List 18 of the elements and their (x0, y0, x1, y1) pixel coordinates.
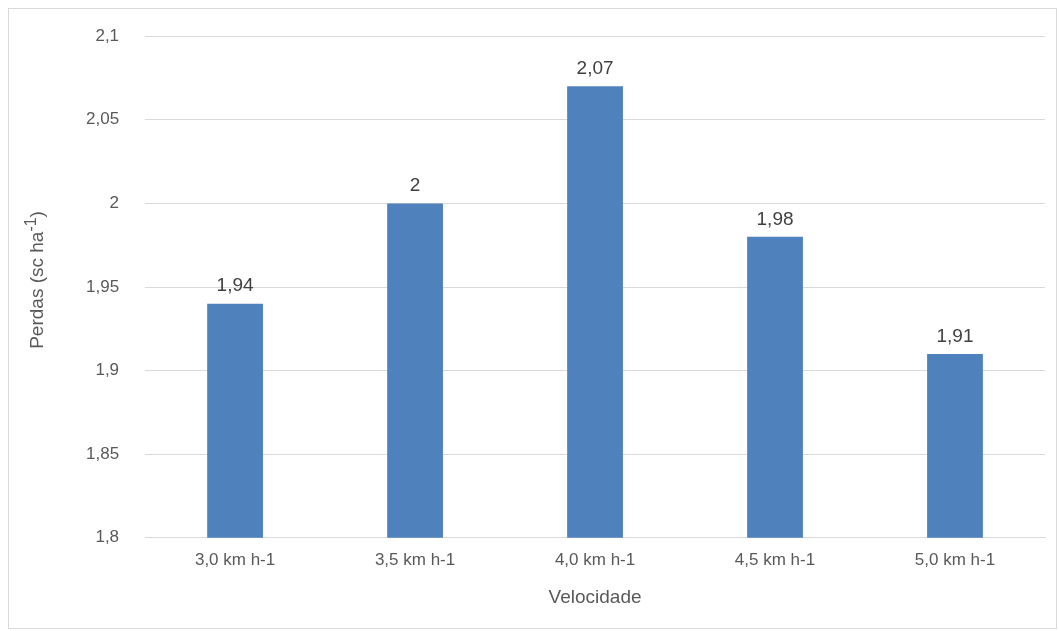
x-tick-label: 3,0 km h-1 (194, 549, 276, 569)
data-label: 2 (409, 174, 421, 196)
x-tick-label: 4,0 km h-1 (554, 549, 636, 569)
y-tick-label: 2,05 (85, 109, 120, 129)
y-tick-label: 2,1 (95, 25, 120, 45)
x-tick-label: 5,0 km h-1 (914, 549, 996, 569)
x-tick-label: 4,5 km h-1 (734, 549, 816, 569)
data-label: 1,94 (216, 274, 254, 296)
y-tick-label: 2 (109, 193, 120, 213)
y-tick-label: 1,9 (95, 360, 120, 380)
y-tick-label: 1,85 (85, 443, 120, 463)
y-tick-label: 1,8 (95, 527, 120, 547)
x-tick-label: 3,5 km h-1 (374, 549, 456, 569)
x-axis-title: Velocidade (548, 585, 642, 607)
y-tick-label: 1,95 (85, 276, 120, 296)
data-label: 1,91 (936, 324, 974, 346)
data-label: 1,98 (756, 207, 794, 229)
data-label: 2,07 (576, 57, 614, 79)
